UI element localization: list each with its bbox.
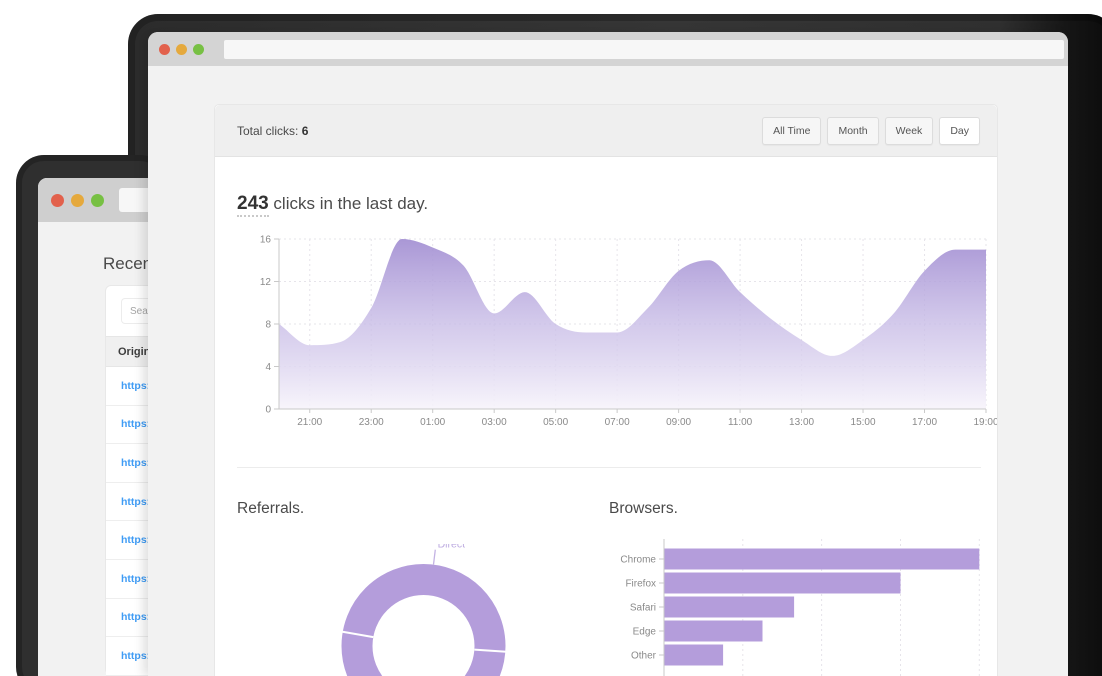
address-bar[interactable] bbox=[224, 39, 1064, 59]
short-link-1[interactable]: https: bbox=[121, 418, 151, 431]
svg-text:12: 12 bbox=[260, 277, 272, 288]
clicks-area-chart: 0 4 8 12 16 21:00 23:00 01:00 03:00 05:00 07:00 09:… bbox=[237, 231, 999, 431]
svg-text:19:00: 19:00 bbox=[973, 417, 997, 428]
filter-day-button[interactable]: Day bbox=[939, 116, 980, 145]
short-link-3[interactable]: https: bbox=[121, 495, 151, 508]
svg-text:8: 8 bbox=[265, 320, 271, 331]
time-range-filter-group: All Time Month Week Day bbox=[762, 116, 980, 145]
browsers-bar-chart: Chrome Firefox Safari Edge Other bbox=[601, 533, 1003, 676]
svg-text:23:00: 23:00 bbox=[359, 417, 384, 428]
filter-week-button[interactable]: Week bbox=[884, 116, 934, 145]
browsers-section-title: Browsers. bbox=[609, 500, 678, 517]
referrals-donut-chart: Direct bbox=[321, 539, 531, 676]
dashboard-window-titlebar bbox=[148, 32, 1068, 66]
svg-text:15:00: 15:00 bbox=[851, 417, 876, 428]
svg-text:Chrome: Chrome bbox=[620, 555, 656, 566]
filter-all-time-button[interactable]: All Time bbox=[762, 116, 822, 145]
svg-text:09:00: 09:00 bbox=[666, 417, 691, 428]
filter-month-button[interactable]: Month bbox=[827, 116, 879, 145]
total-clicks-value: 6 bbox=[301, 123, 309, 138]
recent-links-heading: Recent bbox=[103, 254, 157, 273]
close-window-button[interactable] bbox=[51, 193, 64, 207]
clicks-count: 243 bbox=[237, 193, 269, 217]
stats-panel-header: Total clicks: 6 All Time Month Week Day bbox=[215, 105, 997, 157]
svg-text:Edge: Edge bbox=[633, 627, 657, 638]
minimize-window-button[interactable] bbox=[71, 193, 84, 207]
dashboard-browser-window: Total clicks: 6 All Time Month Week Day 243… bbox=[148, 32, 1068, 676]
svg-text:01:00: 01:00 bbox=[420, 417, 445, 428]
clicks-headline-text: clicks in the last day. bbox=[268, 194, 429, 213]
svg-text:Other: Other bbox=[631, 651, 657, 662]
svg-text:07:00: 07:00 bbox=[605, 417, 630, 428]
total-clicks-label: Total clicks: 6 bbox=[237, 124, 308, 138]
short-link-4[interactable]: https: bbox=[121, 534, 151, 547]
svg-text:Direct: Direct bbox=[438, 544, 466, 551]
close-window-button[interactable] bbox=[159, 43, 170, 55]
svg-text:4: 4 bbox=[265, 362, 271, 373]
svg-text:21:00: 21:00 bbox=[297, 417, 322, 428]
svg-text:03:00: 03:00 bbox=[482, 417, 507, 428]
referrals-section-title: Referrals. bbox=[237, 500, 305, 517]
total-clicks-text: Total clicks: bbox=[237, 123, 299, 138]
short-link-5[interactable]: https: bbox=[121, 572, 151, 585]
section-divider bbox=[237, 467, 981, 468]
short-link-7[interactable]: https: bbox=[121, 649, 151, 662]
stats-panel: Total clicks: 6 All Time Month Week Day 243… bbox=[214, 104, 999, 676]
svg-text:0: 0 bbox=[265, 405, 271, 416]
svg-text:16: 16 bbox=[260, 235, 272, 246]
svg-text:Firefox: Firefox bbox=[625, 579, 656, 590]
svg-text:13:00: 13:00 bbox=[789, 417, 814, 428]
maximize-window-button[interactable] bbox=[91, 193, 104, 207]
svg-text:17:00: 17:00 bbox=[912, 417, 937, 428]
short-link-6[interactable]: https: bbox=[121, 611, 151, 624]
minimize-window-button[interactable] bbox=[176, 43, 187, 55]
short-link-2[interactable]: https: bbox=[121, 456, 151, 469]
svg-text:11:00: 11:00 bbox=[728, 417, 753, 428]
svg-text:Safari: Safari bbox=[630, 603, 656, 614]
short-link-0[interactable]: https: bbox=[121, 379, 151, 392]
svg-text:05:00: 05:00 bbox=[543, 417, 568, 428]
maximize-window-button[interactable] bbox=[193, 43, 204, 55]
clicks-headline: 243 clicks in the last day. bbox=[237, 193, 429, 217]
